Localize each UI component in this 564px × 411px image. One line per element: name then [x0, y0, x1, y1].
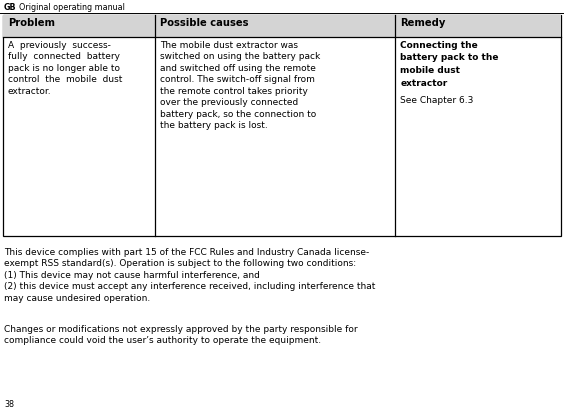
Text: Problem: Problem — [8, 18, 55, 28]
Text: See Chapter 6.3: See Chapter 6.3 — [400, 96, 474, 105]
Text: Changes or modifications not expressly approved by the party responsible for
com: Changes or modifications not expressly a… — [4, 325, 358, 346]
Text: A  previously  success-
fully  connected  battery
pack is no longer able to
cont: A previously success- fully connected ba… — [8, 41, 122, 96]
Text: This device complies with part 15 of the FCC Rules and Industry Canada license-
: This device complies with part 15 of the… — [4, 248, 376, 303]
Text: 38: 38 — [4, 400, 14, 409]
Text: Possible causes: Possible causes — [160, 18, 249, 28]
Text: Original operating manual: Original operating manual — [19, 3, 125, 12]
Text: Connecting the
battery pack to the
mobile dust
extractor: Connecting the battery pack to the mobil… — [400, 41, 499, 88]
Text: GB: GB — [4, 3, 16, 12]
Bar — [3, 15, 561, 236]
Text: Remedy: Remedy — [400, 18, 446, 28]
Bar — [3, 15, 561, 37]
Text: The mobile dust extractor was
switched on using the battery pack
and switched of: The mobile dust extractor was switched o… — [160, 41, 320, 130]
